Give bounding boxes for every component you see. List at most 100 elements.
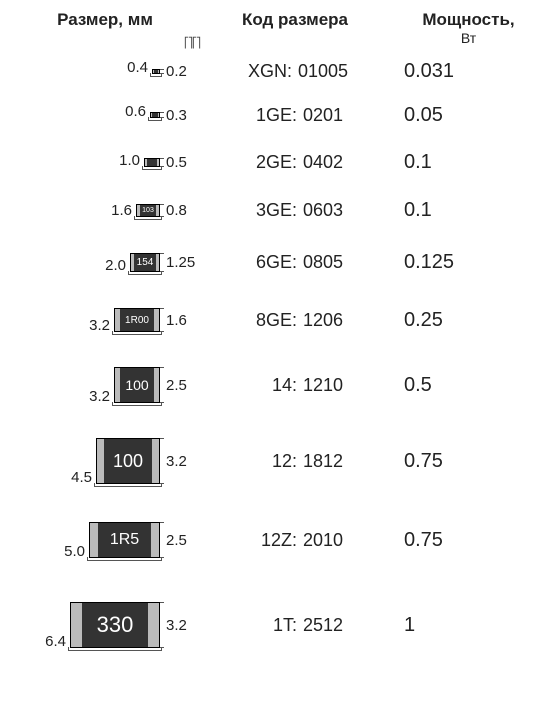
code-prefix: 3GE: xyxy=(247,200,297,221)
width-underline xyxy=(128,271,162,275)
dim-height: 2.5 xyxy=(166,377,187,394)
code-prefix: 14: xyxy=(247,375,297,396)
dim-width: 1.0 xyxy=(119,152,140,169)
chip-wrap: 1002.53.2 xyxy=(114,367,160,403)
dim-width: 5.0 xyxy=(64,543,85,560)
size-cell: 1R5 2.5 5.0 xyxy=(0,502,210,578)
chip-wrap: 1R52.55.0 xyxy=(89,522,160,558)
width-underline xyxy=(150,73,162,77)
chip-wrap: 0.20.4 xyxy=(152,69,160,74)
width-underline xyxy=(134,216,162,220)
dim-height: 0.8 xyxy=(166,202,187,219)
resistor-chip: 100 xyxy=(114,367,160,403)
dim-width: 3.2 xyxy=(89,317,110,334)
code-prefix: 6GE: xyxy=(247,252,297,273)
dim-height: 0.3 xyxy=(166,107,187,124)
code-package: 0805 xyxy=(303,252,343,273)
code-prefix: 8GE: xyxy=(247,310,297,331)
power-cell: 0.75 xyxy=(380,420,557,502)
dim-height: 0.5 xyxy=(166,154,187,171)
code-package: 1812 xyxy=(303,451,343,472)
chip-wrap: 1R001.63.2 xyxy=(114,308,160,332)
power-cell: 0.125 xyxy=(380,234,557,290)
power-cell: 0.5 xyxy=(380,350,557,420)
size-cell: 1002.53.2 xyxy=(0,350,210,420)
chip-wrap: 0.30.6 xyxy=(150,112,160,118)
code-prefix: 2GE: xyxy=(247,152,297,173)
code-cell: 1GE: 0201 xyxy=(210,92,380,138)
frame-mark-icon: ⎡⎤⎡⎤ xyxy=(184,38,200,49)
code-package: 1206 xyxy=(303,310,343,331)
code-prefix: 1GE: xyxy=(247,105,297,126)
dim-height: 1.25 xyxy=(166,254,195,271)
code-package: 1210 xyxy=(303,375,343,396)
code-cell: 3GE: 0603 xyxy=(210,186,380,234)
dim-height: 3.2 xyxy=(166,453,187,470)
power-cell: 0.25 xyxy=(380,290,557,350)
dim-height: 1.6 xyxy=(166,312,187,329)
width-underline xyxy=(112,402,162,406)
size-cell: 0.5 1.0 xyxy=(0,138,210,186)
code-package: 01005 xyxy=(298,61,348,82)
height-tick xyxy=(160,253,164,272)
size-cell: 1030.81.6 xyxy=(0,186,210,234)
power-cell: 0.1 xyxy=(380,186,557,234)
dim-height: 2.5 xyxy=(166,532,187,549)
code-cell: 8GE: 1206 xyxy=(210,290,380,350)
width-underline xyxy=(94,483,162,487)
code-cell: 2GE: 0402 xyxy=(210,138,380,186)
height-tick xyxy=(160,522,164,558)
width-underline xyxy=(87,557,162,561)
chip-wrap: 1003.24.5 xyxy=(96,438,160,484)
code-prefix: 1T: xyxy=(247,615,297,636)
size-cell: ⎡⎤⎡⎤0.20.4 xyxy=(0,50,210,92)
height-tick xyxy=(160,602,164,648)
resistor-size-table: Размер, мм Код размера Мощность, Вт ⎡⎤⎡⎤… xyxy=(0,0,557,672)
code-cell: 12: 1812 xyxy=(210,420,380,502)
power-cell: 0.75 xyxy=(380,502,557,578)
code-package: 0603 xyxy=(303,200,343,221)
width-underline xyxy=(142,166,162,170)
header-power: Мощность, Вт xyxy=(380,0,557,50)
size-cell: 1003.24.5 xyxy=(0,420,210,502)
code-package: 0201 xyxy=(303,105,343,126)
code-package: 2512 xyxy=(303,615,343,636)
dim-height: 0.2 xyxy=(166,63,187,80)
code-cell: 12Z:2010 xyxy=(210,502,380,578)
height-tick xyxy=(160,308,164,332)
header-power-unit: Вт xyxy=(380,30,557,46)
header-power-label: Мощность, xyxy=(422,10,514,29)
power-cell: 0.1 xyxy=(380,138,557,186)
size-cell: 154 1.25 2.0 xyxy=(0,234,210,290)
width-underline xyxy=(112,331,162,335)
chip-wrap: 3303.26.4 xyxy=(70,602,160,648)
code-prefix: XGN: xyxy=(242,61,292,82)
dim-width: 4.5 xyxy=(71,469,92,486)
dim-width: 2.0 xyxy=(105,257,126,274)
dim-width: 6.4 xyxy=(45,633,66,650)
code-cell: 1T: 2512 xyxy=(210,578,380,672)
header-code: Код размера xyxy=(210,0,380,50)
dim-width: 0.4 xyxy=(127,59,148,76)
dim-width: 1.6 xyxy=(111,202,132,219)
power-cell: 0.031 xyxy=(380,50,557,92)
code-prefix: 12Z: xyxy=(247,530,297,551)
size-cell: 1R00 1.6 3.2 xyxy=(0,290,210,350)
size-cell: 0.30.6 xyxy=(0,92,210,138)
power-cell: 0.05 xyxy=(380,92,557,138)
size-cell: 3303.26.4 xyxy=(0,578,210,672)
resistor-chip: 1R00 xyxy=(114,308,160,332)
chip-wrap: 1541.252.0 xyxy=(130,253,160,272)
code-cell: XGN: 01005 xyxy=(210,50,380,92)
width-underline xyxy=(68,647,162,651)
resistor-chip: 330 xyxy=(70,602,160,648)
height-tick xyxy=(160,367,164,403)
resistor-chip: 154 xyxy=(130,253,160,272)
code-cell: 14: 1210 xyxy=(210,350,380,420)
chip-wrap: 1030.81.6 xyxy=(136,204,160,217)
header-size: Размер, мм xyxy=(0,0,210,50)
code-package: 0402 xyxy=(303,152,343,173)
height-tick xyxy=(160,438,164,484)
resistor-chip: 1R5 xyxy=(89,522,160,558)
code-prefix: 12: xyxy=(247,451,297,472)
